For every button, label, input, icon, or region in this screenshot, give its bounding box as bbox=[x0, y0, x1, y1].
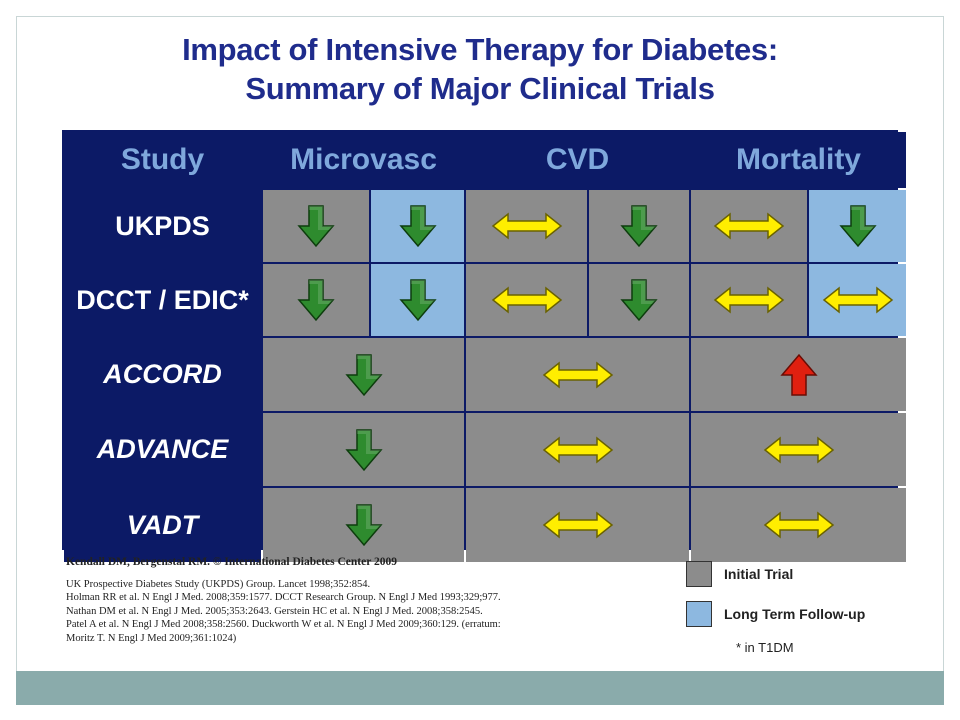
down-arrow-icon bbox=[398, 278, 438, 322]
double-arrow-icon bbox=[822, 285, 894, 315]
ukpds-cvd-followup-cell bbox=[589, 190, 689, 262]
slide-title: Impact of Intensive Therapy for Diabetes… bbox=[62, 30, 898, 108]
dcct-microvasc-initial-cell bbox=[263, 264, 369, 336]
ukpds-microvasc-followup-cell bbox=[371, 190, 464, 262]
trials-table: Study Microvasc CVD Mortality UKPDS DCCT… bbox=[62, 130, 906, 562]
reference-line: Patel A et al. N Engl J Med 2008;358:256… bbox=[66, 619, 501, 631]
row-label-ukpds: UKPDS bbox=[64, 190, 261, 262]
down-arrow-icon bbox=[344, 503, 384, 547]
legend: Initial Trial Long Term Follow-up * in T… bbox=[686, 560, 906, 655]
accord-mortality-cell bbox=[691, 338, 906, 411]
dcct-microvasc-followup-cell bbox=[371, 264, 464, 336]
ukpds-microvasc-initial-cell bbox=[263, 190, 369, 262]
ukpds-cvd-initial-cell bbox=[466, 190, 587, 262]
reference-line: Holman RR et al. N Engl J Med. 2008;359:… bbox=[66, 592, 501, 604]
advance-mortality-cell bbox=[691, 413, 906, 486]
row-label-accord: ACCORD bbox=[64, 338, 261, 411]
ukpds-mortality-followup-cell bbox=[809, 190, 906, 262]
header-study: Study bbox=[64, 132, 261, 188]
bottom-band bbox=[16, 671, 944, 705]
double-arrow-icon bbox=[763, 510, 835, 540]
reference-line: Nathan DM et al. N Engl J Med. 2005;353:… bbox=[66, 605, 483, 617]
dcct-cvd-followup-cell bbox=[589, 264, 689, 336]
title-line-1: Impact of Intensive Therapy for Diabetes… bbox=[182, 32, 778, 67]
header-mortality: Mortality bbox=[691, 132, 906, 188]
double-arrow-icon bbox=[542, 435, 614, 465]
double-arrow-icon bbox=[491, 285, 563, 315]
double-arrow-icon bbox=[542, 360, 614, 390]
down-arrow-icon bbox=[398, 204, 438, 248]
vadt-microvasc-cell bbox=[263, 488, 464, 562]
double-arrow-icon bbox=[542, 510, 614, 540]
legend-initial-label: Initial Trial bbox=[724, 566, 794, 582]
copyright-credit: Kendall DM, Bergenstal RM. © Internation… bbox=[66, 556, 397, 568]
header-cvd: CVD bbox=[466, 132, 689, 188]
row-label-advance: ADVANCE bbox=[64, 413, 261, 486]
accord-cvd-cell bbox=[466, 338, 689, 411]
legend-long-term-label: Long Term Follow-up bbox=[724, 606, 866, 622]
legend-initial-trial: Initial Trial bbox=[686, 560, 906, 588]
down-arrow-icon bbox=[344, 428, 384, 472]
vadt-mortality-cell bbox=[691, 488, 906, 562]
row-label-dcct: DCCT / EDIC* bbox=[64, 264, 261, 336]
down-arrow-icon bbox=[344, 353, 384, 397]
down-arrow-icon bbox=[619, 204, 659, 248]
dcct-mortality-initial-cell bbox=[691, 264, 807, 336]
double-arrow-icon bbox=[491, 211, 563, 241]
legend-long-term: Long Term Follow-up bbox=[686, 600, 906, 628]
down-arrow-icon bbox=[619, 278, 659, 322]
dcct-mortality-followup-cell bbox=[809, 264, 906, 336]
ukpds-mortality-initial-cell bbox=[691, 190, 807, 262]
gray-swatch bbox=[686, 561, 712, 587]
double-arrow-icon bbox=[713, 285, 785, 315]
advance-cvd-cell bbox=[466, 413, 689, 486]
title-line-2: Summary of Major Clinical Trials bbox=[245, 71, 715, 106]
references: Kendall DM, Bergenstal RM. © Internation… bbox=[66, 556, 666, 646]
reference-line: UK Prospective Diabetes Study (UKPDS) Gr… bbox=[66, 578, 371, 590]
legend-note: * in T1DM bbox=[736, 640, 794, 655]
row-label-vadt: VADT bbox=[64, 488, 261, 562]
double-arrow-icon bbox=[713, 211, 785, 241]
double-arrow-icon bbox=[763, 435, 835, 465]
blue-swatch bbox=[686, 601, 712, 627]
reference-line: Moritz T. N Engl J Med 2009;361:1024) bbox=[66, 632, 237, 644]
down-arrow-icon bbox=[296, 278, 336, 322]
down-arrow-icon bbox=[838, 204, 878, 248]
vadt-cvd-cell bbox=[466, 488, 689, 562]
dcct-cvd-initial-cell bbox=[466, 264, 587, 336]
advance-microvasc-cell bbox=[263, 413, 464, 486]
down-arrow-icon bbox=[296, 204, 336, 248]
header-microvasc: Microvasc bbox=[263, 132, 464, 188]
accord-microvasc-cell bbox=[263, 338, 464, 411]
up-arrow-icon bbox=[779, 353, 819, 397]
